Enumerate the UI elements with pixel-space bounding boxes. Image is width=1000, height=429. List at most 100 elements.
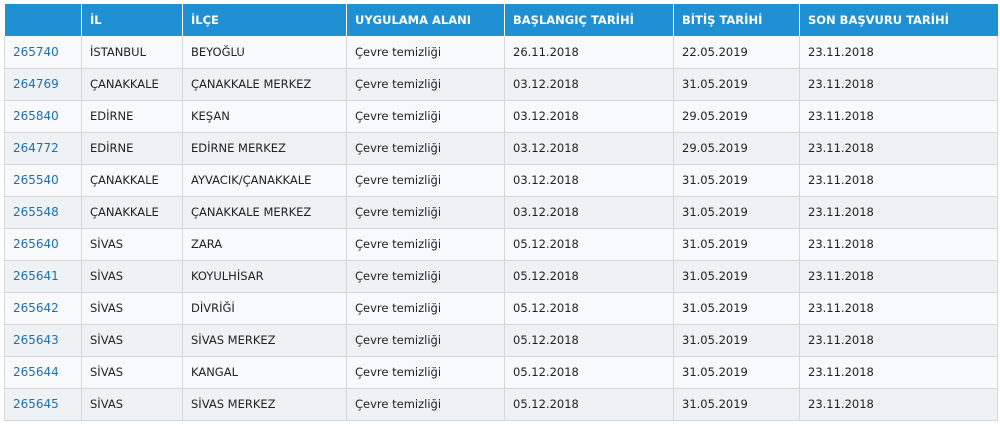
cell-il: EDİRNE: [81, 132, 183, 165]
cell-bitis-tarihi: 31.05.2019: [673, 292, 800, 325]
cell-uygulama-alani: Çevre temizliği: [346, 100, 505, 133]
record-id-link[interactable]: 264772: [13, 141, 59, 155]
cell-baslangic-tarihi: 05.12.2018: [504, 260, 674, 293]
cell-uygulama-alani: Çevre temizliği: [346, 324, 505, 357]
cell-ilce: EDİRNE MERKEZ: [182, 132, 347, 165]
cell-baslangic-tarihi: 05.12.2018: [504, 356, 674, 389]
header-baslangic-tarihi: BAŞLANGIÇ TARİHİ: [504, 4, 674, 36]
cell-uygulama-alani: Çevre temizliği: [346, 132, 505, 165]
cell-id: 265540: [4, 164, 82, 197]
cell-uygulama-alani: Çevre temizliği: [346, 164, 505, 197]
cell-uygulama-alani: Çevre temizliği: [346, 196, 505, 229]
record-id-link[interactable]: 265740: [13, 44, 59, 59]
cell-ilce: BEYOĞLU: [182, 36, 347, 69]
cell-bitis-tarihi: 31.05.2019: [673, 196, 800, 229]
cell-bitis-tarihi: 31.05.2019: [673, 164, 800, 197]
cell-baslangic-tarihi: 26.11.2018: [504, 36, 674, 69]
table-row: 265548 ÇANAKKALE ÇANAKKALE MERKEZ Çevre tem…: [4, 196, 998, 229]
cell-baslangic-tarihi: 05.12.2018: [504, 228, 674, 261]
cell-baslangic-tarihi: 05.12.2018: [504, 292, 674, 325]
cell-baslangic-tarihi: 03.12.2018: [504, 100, 674, 133]
header-son-basvuru-tarihi: SON BAŞVURU TARİHİ: [808, 13, 949, 27]
table-row: 265643 SİVAS SİVAS MERKEZ Çevre temizliği 05…: [4, 324, 998, 357]
cell-son-basvuru-tarihi: 23.11.2018: [799, 356, 998, 389]
cell-ilce: AYVACIK/ÇANAKKALE: [182, 164, 347, 197]
cell-son-basvuru-tarihi: 23.11.2018: [799, 36, 998, 69]
record-id-link[interactable]: 265643: [13, 333, 59, 347]
cell-ilce: KANGAL: [182, 356, 347, 389]
cell-uygulama-alani: Çevre temizliği: [346, 388, 505, 421]
cell-bitis-tarihi: 31.05.2019: [673, 260, 800, 293]
cell-baslangic-tarihi: 03.12.2018: [504, 132, 674, 165]
cell-ilce: KEŞAN: [182, 100, 347, 133]
cell-uygulama-alani: Çevre temizliği: [346, 36, 505, 69]
header-ilce: İLÇE: [182, 4, 347, 36]
cell-il: SİVAS: [81, 260, 183, 293]
record-id-link[interactable]: 265548: [13, 205, 59, 219]
cell-bitis-tarihi: 31.05.2019: [673, 228, 800, 261]
header-il: İL: [81, 4, 183, 36]
cell-ilce: KOYULHİSAR: [182, 260, 347, 293]
cell-son-basvuru-tarihi: 23.11.2018: [799, 228, 998, 261]
table-row: 265640 SİVAS ZARA Çevre temizliği 05.12.2018…: [4, 228, 998, 261]
cell-il: SİVAS: [81, 356, 183, 389]
cell-bitis-tarihi: 22.05.2019: [673, 36, 800, 69]
cell-son-basvuru-tarihi: 23.11.2018: [799, 292, 998, 325]
cell-il: İSTANBUL: [81, 36, 183, 69]
table-row: 265840 EDİRNE KEŞAN Çevre temizliği 03.12.20…: [4, 100, 998, 133]
cell-il: SİVAS: [81, 228, 183, 261]
cell-id: 265740: [4, 36, 82, 69]
cell-il: SİVAS: [81, 388, 183, 421]
cell-id: 265642: [4, 292, 82, 325]
cell-id: 264772: [4, 132, 82, 165]
cell-baslangic-tarihi: 03.12.2018: [504, 68, 674, 101]
cell-bitis-tarihi: 31.05.2019: [673, 388, 800, 421]
header-bitis-tarihi: BİTİŞ TARİHİ: [673, 4, 800, 36]
cell-son-basvuru-tarihi: 23.11.2018: [799, 132, 998, 165]
record-id-link[interactable]: 265641: [13, 269, 59, 283]
record-id-link[interactable]: 265840: [13, 109, 59, 123]
cell-uygulama-alani: Çevre temizliği: [346, 68, 505, 101]
record-id-link[interactable]: 265645: [13, 397, 59, 411]
cell-son-basvuru-tarihi: 23.11.2018: [799, 260, 998, 293]
table-header: İL İLÇE UYGULAMA ALANI BAŞLANGIÇ TARİHİ …: [4, 4, 998, 36]
record-id-link[interactable]: 265640: [13, 237, 59, 251]
header-uygulama-alani: UYGULAMA ALANI: [346, 4, 505, 36]
cell-il: ÇANAKKALE: [81, 68, 183, 101]
cell-id: 265643: [4, 324, 82, 357]
header-row: İL İLÇE UYGULAMA ALANI BAŞLANGIÇ TARİHİ …: [4, 4, 998, 36]
cell-id: 265640: [4, 228, 82, 261]
header-id: [4, 4, 82, 36]
cell-id: 265840: [4, 100, 82, 133]
cell-id: 264769: [4, 68, 82, 101]
cell-baslangic-tarihi: 05.12.2018: [504, 388, 674, 421]
cell-bitis-tarihi: 29.05.2019: [673, 100, 800, 133]
cell-son-basvuru-tarihi: 23.11.2018: [799, 100, 998, 133]
table-row: 265540 ÇANAKKALE AYVACIK/ÇANAKKALE Çevre te…: [4, 164, 998, 197]
cell-uygulama-alani: Çevre temizliği: [346, 228, 505, 261]
record-id-link[interactable]: 265644: [13, 365, 59, 379]
cell-bitis-tarihi: 31.05.2019: [673, 356, 800, 389]
cell-uygulama-alani: Çevre temizliği: [346, 260, 505, 293]
table-row: 265641 SİVAS KOYULHİSAR Çevre temizliği 05.1…: [4, 260, 998, 293]
record-id-link[interactable]: 265642: [13, 301, 59, 315]
table-row: 264772 EDİRNE EDİRNE MERKEZ Çevre temizliği…: [4, 132, 998, 165]
cell-id: 265645: [4, 388, 82, 421]
cell-id: 265644: [4, 356, 82, 389]
cell-ilce: SİVAS MERKEZ: [182, 388, 347, 421]
record-id-link[interactable]: 265540: [13, 173, 59, 187]
table-row: 265644 SİVAS KANGAL Çevre temizliği 05.12.20…: [4, 356, 998, 389]
cell-bitis-tarihi: 31.05.2019: [673, 324, 800, 357]
cell-il: SİVAS: [81, 292, 183, 325]
cell-son-basvuru-tarihi: 23.11.2018: [799, 324, 998, 357]
cell-ilce: DİVRİĞİ: [182, 292, 347, 325]
cell-id: 265548: [4, 196, 82, 229]
cell-son-basvuru-tarihi: 23.11.2018: [799, 68, 998, 101]
results-table: İL İLÇE UYGULAMA ALANI BAŞLANGIÇ TARİHİ …: [4, 4, 998, 421]
cell-il: ÇANAKKALE: [81, 164, 183, 197]
cell-ilce: ZARA: [182, 228, 347, 261]
cell-ilce: ÇANAKKALE MERKEZ: [182, 196, 347, 229]
table-row: 265645 SİVAS SİVAS MERKEZ Çevre temizliği 05…: [4, 388, 998, 421]
record-id-link[interactable]: 264769: [13, 77, 59, 91]
cell-uygulama-alani: Çevre temizliği: [346, 292, 505, 325]
